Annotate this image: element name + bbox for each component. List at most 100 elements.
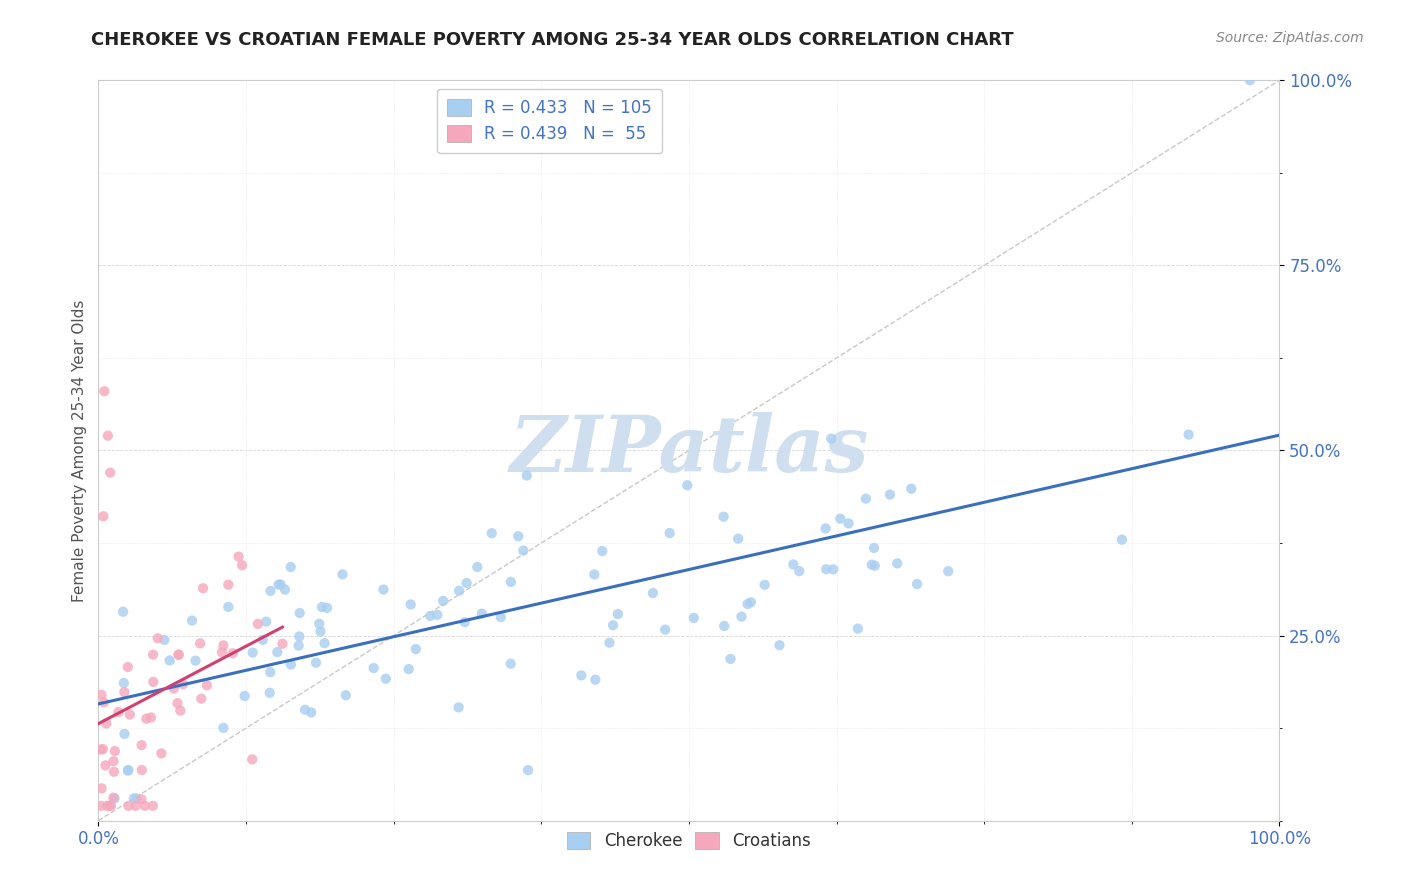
Point <box>682 611 704 625</box>
Point <box>815 562 838 576</box>
Point <box>191 581 214 595</box>
Point <box>274 582 297 597</box>
Point <box>860 558 883 572</box>
Point <box>98 798 121 813</box>
Point <box>131 792 153 806</box>
Point <box>311 599 333 614</box>
Point <box>447 700 470 714</box>
Point <box>373 582 395 597</box>
Point <box>782 558 804 572</box>
Point <box>471 607 494 621</box>
Point <box>103 764 125 779</box>
Point <box>228 549 250 564</box>
Point <box>299 706 322 720</box>
Point <box>259 583 281 598</box>
Point <box>846 622 869 636</box>
Point <box>184 654 207 668</box>
Point <box>449 583 471 598</box>
Point <box>212 639 235 653</box>
Point <box>489 610 512 624</box>
Point <box>713 509 735 524</box>
Point <box>879 487 901 501</box>
Point <box>1239 73 1261 87</box>
Point <box>259 665 281 680</box>
Point <box>131 738 153 752</box>
Point <box>146 632 169 646</box>
Point <box>820 432 842 446</box>
Point <box>768 638 790 652</box>
Text: CHEROKEE VS CROATIAN FEMALE POVERTY AMONG 25-34 YEAR OLDS CORRELATION CHART: CHEROKEE VS CROATIAN FEMALE POVERTY AMON… <box>91 31 1014 49</box>
Text: ZIPatlas: ZIPatlas <box>509 412 869 489</box>
Point <box>188 636 211 650</box>
Point <box>114 727 136 741</box>
Point <box>142 675 165 690</box>
Point <box>242 646 264 660</box>
Point <box>112 685 135 699</box>
Y-axis label: Female Poverty Among 25-34 Year Olds: Female Poverty Among 25-34 Year Olds <box>72 300 87 601</box>
Point <box>886 557 908 571</box>
Point <box>823 562 845 576</box>
Point <box>103 790 125 805</box>
Point <box>727 532 749 546</box>
Point <box>90 781 112 796</box>
Point <box>169 704 191 718</box>
Point <box>259 686 281 700</box>
Point <box>217 599 239 614</box>
Point <box>122 791 145 805</box>
Point <box>481 526 503 541</box>
Point <box>103 754 125 768</box>
Point <box>287 639 309 653</box>
Legend: Cherokee, Croatians: Cherokee, Croatians <box>561 825 817 856</box>
Point <box>508 529 530 543</box>
Point <box>863 558 886 573</box>
Point <box>900 482 922 496</box>
Point <box>135 712 157 726</box>
Point <box>190 691 212 706</box>
Point <box>159 653 181 667</box>
Point <box>93 695 115 709</box>
Point <box>124 798 146 813</box>
Point <box>104 744 127 758</box>
Point <box>150 747 173 761</box>
Point <box>288 606 311 620</box>
Point <box>117 798 139 813</box>
Point <box>598 636 620 650</box>
Point <box>90 688 112 702</box>
Point <box>98 466 121 480</box>
Point <box>252 632 274 647</box>
Point <box>591 544 613 558</box>
Point <box>399 598 422 612</box>
Point <box>217 578 239 592</box>
Point <box>246 616 269 631</box>
Point <box>211 645 233 659</box>
Point <box>374 672 396 686</box>
Point <box>90 742 112 756</box>
Point <box>787 564 810 578</box>
Point <box>740 595 762 609</box>
Point <box>936 564 959 578</box>
Point <box>838 516 860 531</box>
Point <box>97 428 120 442</box>
Point <box>737 597 759 611</box>
Point <box>181 614 204 628</box>
Point <box>308 616 330 631</box>
Point <box>419 609 441 624</box>
Point <box>641 586 664 600</box>
Point <box>456 576 478 591</box>
Point <box>233 689 256 703</box>
Point <box>163 681 186 696</box>
Point <box>90 798 112 813</box>
Point <box>117 660 139 674</box>
Point <box>720 652 742 666</box>
Point <box>142 648 165 662</box>
Point <box>1111 533 1133 547</box>
Point <box>100 798 122 813</box>
Point <box>288 630 311 644</box>
Point <box>335 688 357 702</box>
Point <box>96 798 118 813</box>
Point <box>658 526 681 541</box>
Point <box>654 623 676 637</box>
Point <box>830 511 852 525</box>
Point <box>270 577 292 591</box>
Point <box>153 632 176 647</box>
